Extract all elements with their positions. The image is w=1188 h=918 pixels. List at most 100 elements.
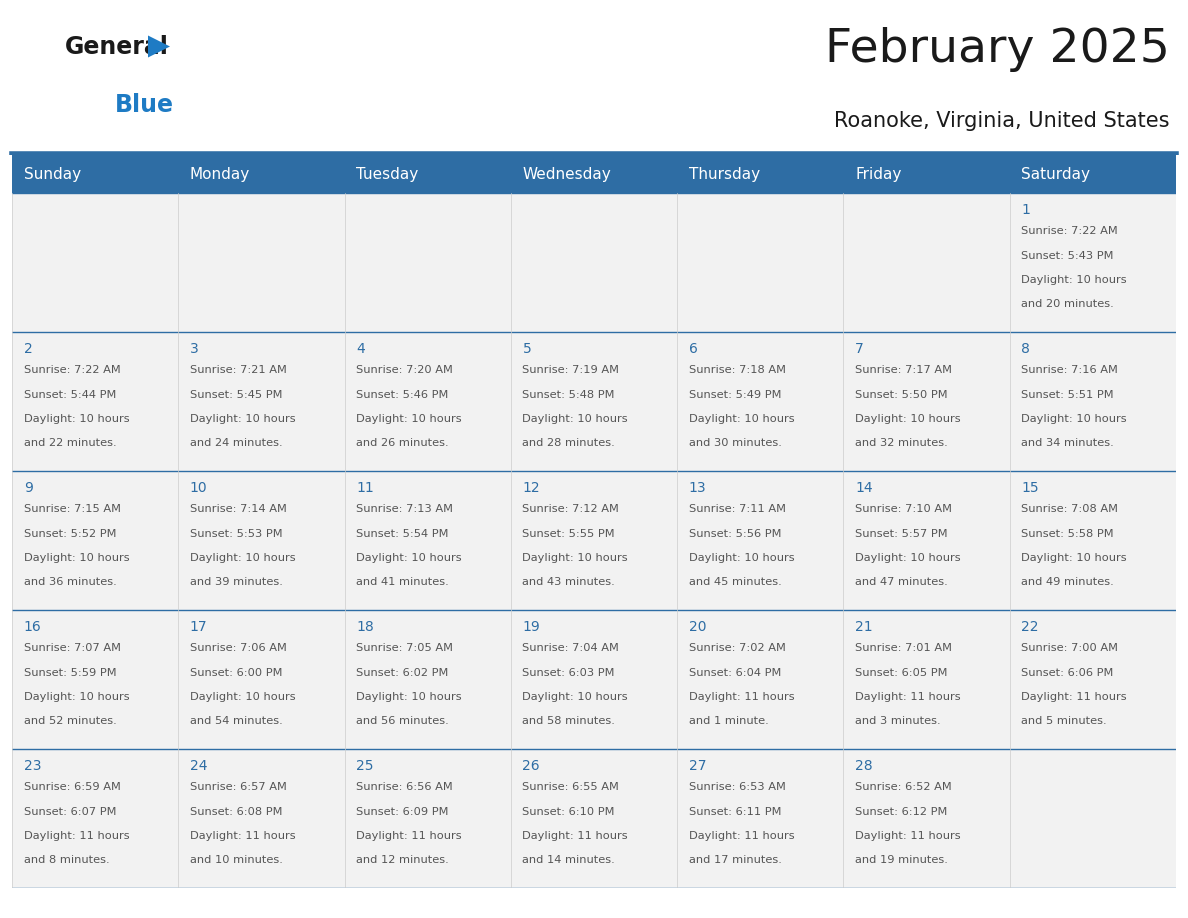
Bar — [1010, 193, 1176, 332]
Bar — [345, 332, 511, 471]
Text: Daylight: 10 hours: Daylight: 10 hours — [356, 692, 462, 702]
Text: 18: 18 — [356, 620, 374, 633]
Text: Daylight: 11 hours: Daylight: 11 hours — [24, 831, 129, 841]
Bar — [677, 332, 843, 471]
Bar — [843, 749, 1010, 888]
Text: 11: 11 — [356, 481, 374, 495]
Text: 28: 28 — [855, 759, 873, 773]
Text: Sunset: 6:03 PM: Sunset: 6:03 PM — [523, 667, 615, 677]
Text: Daylight: 11 hours: Daylight: 11 hours — [356, 831, 462, 841]
Bar — [345, 749, 511, 888]
Bar — [178, 471, 345, 610]
Text: and 24 minutes.: and 24 minutes. — [190, 438, 283, 448]
Text: Sunrise: 7:13 AM: Sunrise: 7:13 AM — [356, 504, 453, 514]
Text: 4: 4 — [356, 341, 365, 356]
Text: Sunrise: 6:52 AM: Sunrise: 6:52 AM — [855, 782, 952, 792]
Text: Sunrise: 7:01 AM: Sunrise: 7:01 AM — [855, 644, 952, 654]
Text: Sunrise: 7:16 AM: Sunrise: 7:16 AM — [1022, 365, 1118, 375]
Text: 6: 6 — [689, 341, 697, 356]
Bar — [1010, 332, 1176, 471]
Text: 5: 5 — [523, 341, 531, 356]
Text: 8: 8 — [1022, 341, 1030, 356]
Text: and 22 minutes.: and 22 minutes. — [24, 438, 116, 448]
Text: 9: 9 — [24, 481, 32, 495]
Text: 15: 15 — [1022, 481, 1040, 495]
Bar — [1010, 749, 1176, 888]
Text: 21: 21 — [855, 620, 873, 633]
Text: General: General — [65, 35, 169, 59]
Text: Sunset: 5:54 PM: Sunset: 5:54 PM — [356, 529, 449, 539]
Bar — [12, 610, 178, 749]
Text: 14: 14 — [855, 481, 873, 495]
Text: Sunset: 6:02 PM: Sunset: 6:02 PM — [356, 667, 449, 677]
Text: 19: 19 — [523, 620, 541, 633]
Text: 3: 3 — [190, 341, 198, 356]
Text: Daylight: 11 hours: Daylight: 11 hours — [689, 692, 795, 702]
Text: 20: 20 — [689, 620, 707, 633]
Bar — [12, 471, 178, 610]
Text: 22: 22 — [1022, 620, 1038, 633]
Text: Sunset: 6:05 PM: Sunset: 6:05 PM — [855, 667, 948, 677]
Text: and 39 minutes.: and 39 minutes. — [190, 577, 283, 588]
Text: and 14 minutes.: and 14 minutes. — [523, 856, 615, 866]
Text: 24: 24 — [190, 759, 208, 773]
Text: Sunrise: 7:00 AM: Sunrise: 7:00 AM — [1022, 644, 1118, 654]
Text: and 41 minutes.: and 41 minutes. — [356, 577, 449, 588]
Text: and 52 minutes.: and 52 minutes. — [24, 716, 116, 726]
Polygon shape — [148, 36, 170, 58]
Text: Sunrise: 6:53 AM: Sunrise: 6:53 AM — [689, 782, 785, 792]
Text: Monday: Monday — [190, 166, 251, 182]
Bar — [178, 193, 345, 332]
Text: Thursday: Thursday — [689, 166, 760, 182]
Text: 16: 16 — [24, 620, 42, 633]
Text: Sunrise: 7:10 AM: Sunrise: 7:10 AM — [855, 504, 952, 514]
Text: and 26 minutes.: and 26 minutes. — [356, 438, 449, 448]
Text: and 34 minutes.: and 34 minutes. — [1022, 438, 1114, 448]
Text: and 3 minutes.: and 3 minutes. — [855, 716, 941, 726]
Text: Daylight: 10 hours: Daylight: 10 hours — [523, 553, 628, 563]
Text: Sunrise: 7:22 AM: Sunrise: 7:22 AM — [1022, 227, 1118, 236]
Text: Sunset: 6:10 PM: Sunset: 6:10 PM — [523, 807, 615, 817]
Text: Daylight: 10 hours: Daylight: 10 hours — [190, 553, 296, 563]
Text: 27: 27 — [689, 759, 707, 773]
Text: 13: 13 — [689, 481, 707, 495]
Text: Sunset: 5:45 PM: Sunset: 5:45 PM — [190, 389, 283, 399]
Text: 10: 10 — [190, 481, 208, 495]
Text: and 28 minutes.: and 28 minutes. — [523, 438, 615, 448]
Bar — [178, 610, 345, 749]
Text: Daylight: 10 hours: Daylight: 10 hours — [855, 553, 961, 563]
Text: Daylight: 11 hours: Daylight: 11 hours — [190, 831, 296, 841]
Text: Daylight: 10 hours: Daylight: 10 hours — [356, 553, 462, 563]
Text: Daylight: 11 hours: Daylight: 11 hours — [855, 692, 961, 702]
Text: Daylight: 10 hours: Daylight: 10 hours — [855, 414, 961, 424]
Text: Sunrise: 6:57 AM: Sunrise: 6:57 AM — [190, 782, 286, 792]
Bar — [1010, 471, 1176, 610]
Bar — [345, 471, 511, 610]
Text: Roanoke, Virginia, United States: Roanoke, Virginia, United States — [834, 111, 1170, 131]
Text: Sunrise: 7:07 AM: Sunrise: 7:07 AM — [24, 644, 121, 654]
Bar — [511, 332, 677, 471]
Text: 25: 25 — [356, 759, 374, 773]
Text: Sunset: 5:57 PM: Sunset: 5:57 PM — [855, 529, 948, 539]
Text: and 47 minutes.: and 47 minutes. — [855, 577, 948, 588]
Text: and 8 minutes.: and 8 minutes. — [24, 856, 109, 866]
Text: Daylight: 10 hours: Daylight: 10 hours — [24, 692, 129, 702]
Text: Sunrise: 7:05 AM: Sunrise: 7:05 AM — [356, 644, 453, 654]
Text: 12: 12 — [523, 481, 541, 495]
Text: and 58 minutes.: and 58 minutes. — [523, 716, 615, 726]
Text: Sunset: 6:12 PM: Sunset: 6:12 PM — [855, 807, 948, 817]
Text: Sunrise: 7:14 AM: Sunrise: 7:14 AM — [190, 504, 286, 514]
Bar — [677, 193, 843, 332]
Text: Sunset: 5:50 PM: Sunset: 5:50 PM — [855, 389, 948, 399]
Text: Sunset: 5:49 PM: Sunset: 5:49 PM — [689, 389, 782, 399]
Bar — [178, 332, 345, 471]
Text: 1: 1 — [1022, 203, 1030, 217]
Text: Sunrise: 7:06 AM: Sunrise: 7:06 AM — [190, 644, 286, 654]
Text: Daylight: 11 hours: Daylight: 11 hours — [523, 831, 628, 841]
Bar — [178, 749, 345, 888]
Text: Tuesday: Tuesday — [356, 166, 418, 182]
Text: Daylight: 10 hours: Daylight: 10 hours — [190, 692, 296, 702]
Bar — [511, 471, 677, 610]
Text: Daylight: 10 hours: Daylight: 10 hours — [24, 414, 129, 424]
Text: Sunrise: 7:20 AM: Sunrise: 7:20 AM — [356, 365, 453, 375]
